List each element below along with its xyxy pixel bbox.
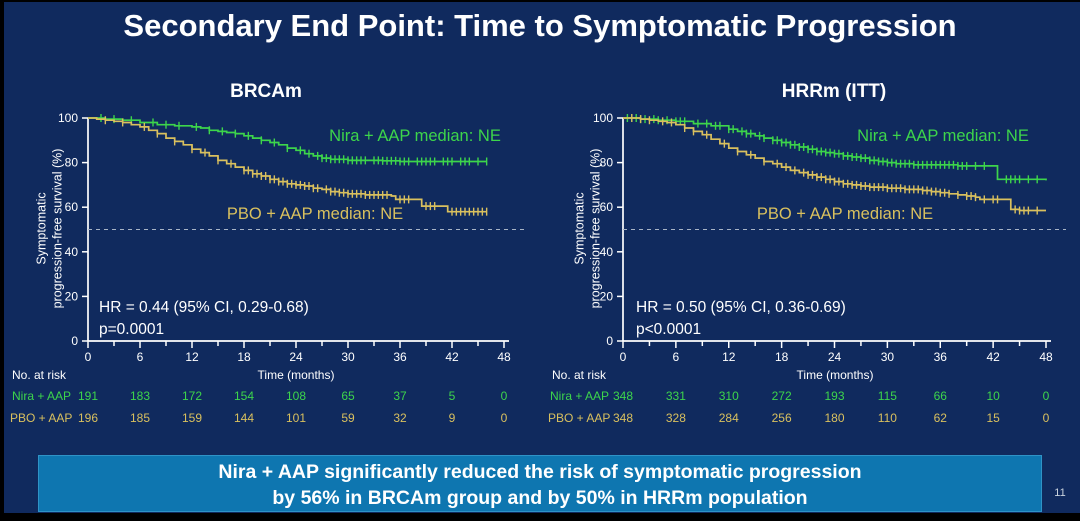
risk-row-label-pbo-hrrm: PBO + AAP [548,411,611,425]
conclusion-line1: Nira + AAP significantly reduced the ris… [218,461,862,483]
risk-value: 185 [129,411,151,425]
risk-value: 62 [933,411,947,425]
risk-value: 284 [718,411,739,425]
risk-value: 193 [824,389,845,403]
risk-value: 0 [1042,411,1050,425]
risk-value: 32 [393,411,407,425]
risk-value: 154 [233,389,255,403]
risk-value: 65 [341,389,355,403]
risk-value: 191 [77,389,99,403]
risk-value: 0 [1042,389,1050,403]
page-number: 11 [1054,487,1066,499]
chart-title-brcam: BRCAm [230,81,302,102]
risk-value: 15 [986,411,1000,425]
legend-nira-brcam: Nira + AAP median: NE [329,127,501,145]
legend-pbo-brcam: PBO + AAP median: NE [226,205,404,223]
risk-value: 144 [233,411,255,425]
y-axis-label-line2: progression-free survival (%) [588,148,602,309]
risk-value: 256 [771,411,792,425]
risk-value: 0 [500,389,508,403]
page-title: Secondary End Point: Time to Symptomatic… [123,8,957,43]
p-value-hrrm: p<0.0001 [636,321,702,338]
risk-values-pbo-brcam: 196 185 159 144 101 59 32 9 0 [0,411,1080,427]
risk-value: 196 [77,411,99,425]
risk-value: 159 [181,411,203,425]
legend-nira-hrrm: Nira + AAP median: NE [857,127,1029,145]
y-axis-label-line1: Symptomatic [34,192,49,265]
risk-value: 110 [877,411,897,425]
risk-value: 101 [285,411,307,425]
y-axis-label: Symptomatic progression-free survival (%… [35,99,66,359]
p-value-brcam: p=0.0001 [99,321,165,338]
risk-value: 272 [771,389,792,403]
risk-value: 348 [612,389,634,403]
risk-value: 66 [933,389,947,403]
risk-value: 183 [129,389,151,403]
risk-values-nira-hrrm: 348 331 310 272 193 115 66 10 0 [0,389,1080,405]
risk-row-label-pbo-brcam: PBO + AAP [10,411,73,425]
conclusion-line2: by 56% in BRCAm group and by 50% in HRRm… [272,487,808,509]
risk-value: 310 [718,389,739,403]
x-axis-label-brcam: Time (months) [257,368,335,382]
risk-table-header-brcam: No. at risk [12,368,67,382]
risk-table-header-hrrm: No. at risk [552,368,607,382]
risk-row-label-nira-hrrm: Nira + AAP [550,389,610,403]
risk-values-nira-brcam: 191 183 172 154 108 65 37 5 0 [0,389,1080,405]
risk-value: 115 [877,389,897,403]
risk-value: 331 [665,389,686,403]
slide-background [4,2,1080,513]
risk-value: 10 [986,389,1000,403]
risk-values-pbo-hrrm: 348 328 284 256 180 110 62 15 0 [0,411,1080,427]
risk-value: 5 [448,389,456,403]
chart-title-hrrm: HRRm (ITT) [781,81,887,102]
risk-value: 180 [824,411,845,425]
risk-value: 328 [665,411,686,425]
risk-value: 108 [285,389,307,403]
risk-value: 9 [448,411,456,425]
hr-stat-hrrm: HR = 0.50 (95% CI, 0.36-0.69) [636,299,846,316]
y-axis-label-line2: progression-free survival (%) [50,148,64,309]
risk-value: 59 [341,411,355,425]
conclusion-banner: Nira + AAP significantly reduced the ris… [38,455,1042,512]
y-axis-label-line1: Symptomatic [572,192,587,265]
legend-pbo-hrrm: PBO + AAP median: NE [756,205,934,223]
risk-value: 37 [393,389,407,403]
x-axis-label-hrrm: Time (months) [796,368,874,382]
hr-stat-brcam: HR = 0.44 (95% CI, 0.29-0.68) [99,299,309,316]
risk-value: 0 [500,411,508,425]
risk-value: 348 [612,411,634,425]
risk-row-label-nira-brcam: Nira + AAP [12,389,72,403]
risk-value: 172 [181,389,203,403]
y-axis-label: Symptomatic progression-free survival (%… [573,99,604,359]
